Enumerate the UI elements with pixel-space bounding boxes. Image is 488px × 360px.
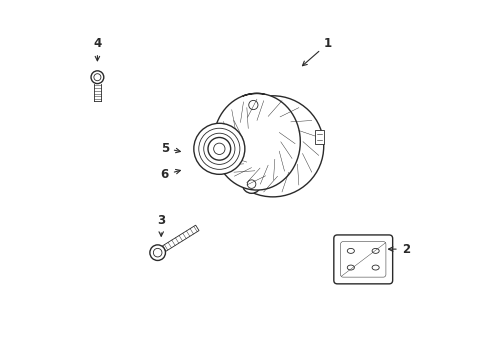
Text: 3: 3 xyxy=(157,214,165,236)
Circle shape xyxy=(149,245,165,260)
Text: 4: 4 xyxy=(93,37,102,61)
Text: 1: 1 xyxy=(302,37,331,66)
Circle shape xyxy=(242,175,260,193)
Polygon shape xyxy=(213,93,300,190)
Circle shape xyxy=(243,95,263,115)
FancyBboxPatch shape xyxy=(333,235,392,284)
Circle shape xyxy=(91,71,103,84)
Circle shape xyxy=(193,123,244,174)
Ellipse shape xyxy=(222,96,323,197)
Text: 2: 2 xyxy=(388,243,409,256)
Text: 6: 6 xyxy=(160,168,180,181)
Polygon shape xyxy=(162,225,199,251)
FancyBboxPatch shape xyxy=(314,130,324,144)
Circle shape xyxy=(207,138,230,160)
Text: 5: 5 xyxy=(160,141,180,154)
